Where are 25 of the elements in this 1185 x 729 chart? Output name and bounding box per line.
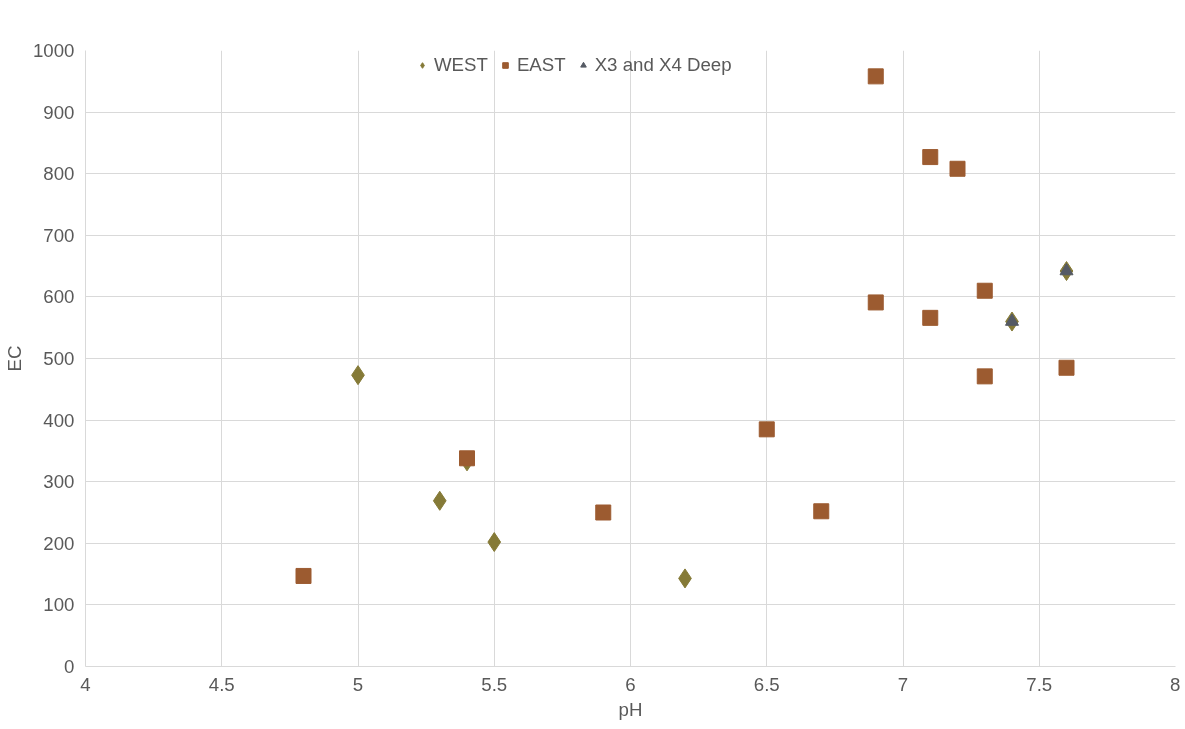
x-tick-label: 8	[1170, 673, 1181, 695]
x-tick-label: 4.5	[208, 673, 235, 695]
y-tick-label: 400	[43, 409, 75, 431]
y-tick-label: 300	[43, 471, 75, 493]
x-tick-label: 6	[625, 673, 636, 695]
legend-label: X3 and X4 Deep	[594, 54, 732, 76]
x-tick-label: 5.5	[481, 673, 508, 695]
x-tick-label: 4	[80, 673, 91, 695]
y-tick-label: 500	[43, 348, 75, 369]
x-tick-label: 7.5	[1026, 673, 1053, 695]
x-tick-label: 7	[897, 673, 909, 695]
y-tick-label: 100	[43, 594, 75, 616]
y-tick-label: 800	[43, 163, 75, 185]
y-tick-label: 700	[43, 224, 75, 246]
y-tick-label: 900	[43, 101, 75, 123]
x-axis-title: pH	[618, 698, 643, 720]
y-tick-label: 600	[43, 286, 75, 308]
y-tick-label: 200	[43, 532, 75, 554]
y-axis-title: EC	[4, 345, 25, 372]
y-tick-label: 1000	[33, 40, 75, 61]
x-tick-label: 5	[352, 673, 364, 695]
legend-label: WEST	[434, 54, 488, 76]
x-tick-label: 6.5	[753, 673, 780, 695]
y-tick-label: 0	[64, 656, 75, 677]
legend-label: EAST	[516, 54, 566, 76]
